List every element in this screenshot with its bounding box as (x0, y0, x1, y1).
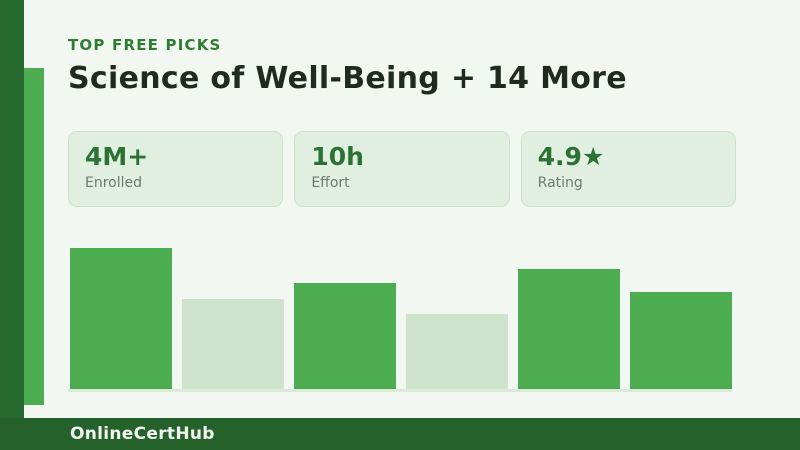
bar-5 (518, 269, 620, 390)
bar-2 (182, 299, 284, 390)
left-sidebar-stripe (0, 0, 24, 450)
stat-value: 4M+ (85, 142, 149, 171)
chart-baseline (68, 389, 732, 392)
stat-value: 4.9★ (537, 142, 605, 171)
kicker-label: TOP FREE PICKS (68, 36, 222, 54)
stat-label: Enrolled (85, 175, 143, 191)
stat-card-rating: 4.9★ Rating (520, 131, 736, 207)
stat-value: 10h (311, 142, 364, 171)
page-title: Science of Well-Being + 14 More (68, 61, 627, 96)
stat-card-effort: 10h Effort (294, 131, 510, 207)
stat-label: Effort (311, 175, 350, 191)
bar-1 (70, 248, 172, 390)
bar-chart (70, 248, 732, 390)
brand-name: OnlineCertHub (70, 424, 215, 444)
bar-3 (294, 283, 396, 390)
bar-6 (630, 292, 732, 390)
stats-row: 4M+ Enrolled 10h Effort 4.9★ Rating (68, 131, 736, 207)
stat-label: Rating (537, 175, 583, 191)
header: TOP FREE PICKS Science of Well-Being + 1… (68, 36, 736, 96)
stat-card-enrolled: 4M+ Enrolled (68, 131, 284, 207)
accent-stripe (24, 68, 44, 405)
footer-bar: OnlineCertHub (0, 418, 800, 450)
bar-4 (406, 314, 508, 390)
